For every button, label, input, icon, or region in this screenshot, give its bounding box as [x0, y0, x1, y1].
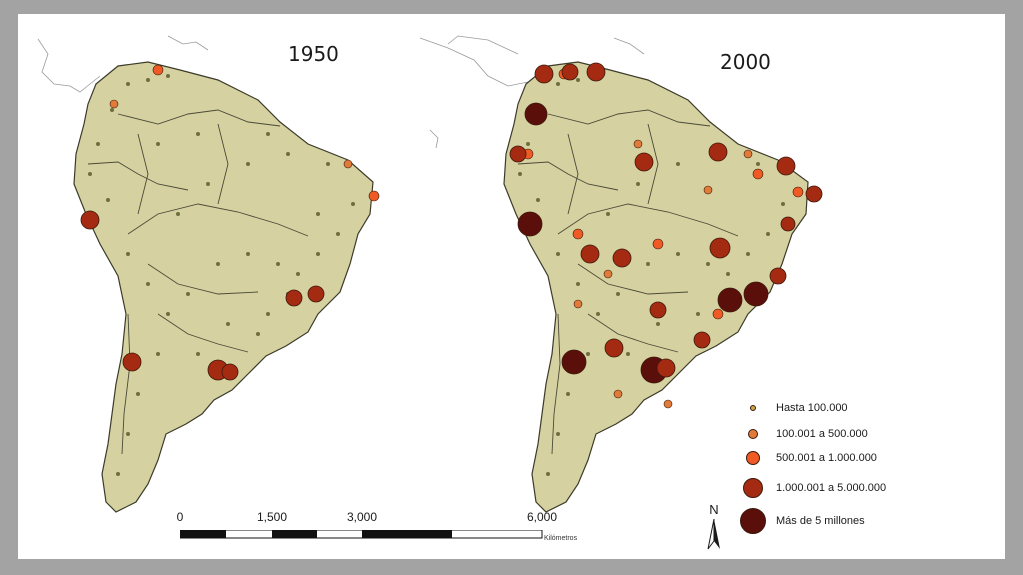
legend-label: 100.001 a 500.000 [776, 428, 868, 440]
legend-item-100001-500000: 100.001 a 500.000 [736, 428, 868, 440]
legend-item-mas-de-5-millones: Más de 5 millones [736, 508, 865, 534]
legend-symbol-small-dot [750, 405, 756, 411]
north-arrow: N [704, 502, 724, 556]
legend-item-500001-1000000: 500.001 a 1.000.000 [736, 451, 877, 465]
central-america-outline-1950 [37, 35, 209, 93]
scale-bar-graphic [180, 530, 543, 539]
legend-label: Más de 5 millones [776, 515, 865, 527]
scale-tick: 6,000 [526, 510, 558, 524]
scale-tick: 1,500 [256, 510, 288, 524]
large-cities-1950 [80, 64, 380, 381]
north-arrow-icon [707, 518, 720, 550]
scale-tick: 3,000 [346, 510, 378, 524]
city-dots-1950 [88, 74, 355, 476]
legend-item-1000001-5000000: 1.000.001 a 5.000.000 [736, 478, 886, 498]
central-america-outline-2000 [419, 35, 645, 149]
legend-label: 500.001 a 1.000.000 [776, 452, 877, 464]
large-cities-2000 [509, 62, 823, 384]
north-label: N [709, 502, 719, 517]
map-year-2000: 2000 [720, 50, 771, 74]
legend-item-hasta-100000: Hasta 100.000 [736, 402, 848, 414]
maps-svg [37, 35, 823, 513]
scale-tick: 0 [176, 510, 184, 524]
south-america-map-1950 [73, 61, 380, 513]
legend-symbol-xl-dot [743, 478, 763, 498]
legend-symbol-medium-dot [748, 429, 758, 439]
legend-symbol-large-dot [746, 451, 760, 465]
map-year-1950: 1950 [288, 42, 339, 66]
south-america-map-2000 [503, 61, 823, 513]
legend-label: 1.000.001 a 5.000.000 [776, 482, 887, 494]
medium-cities-2000 [522, 68, 804, 409]
legend-symbol-xxl-dot [740, 508, 766, 534]
scale-unit-label: Kilómetros [544, 535, 578, 542]
legend-label: Hasta 100.000 [776, 402, 848, 414]
figure-frame: 1950 2000 Hasta 100.000 100.001 a 500.00… [18, 14, 1005, 559]
